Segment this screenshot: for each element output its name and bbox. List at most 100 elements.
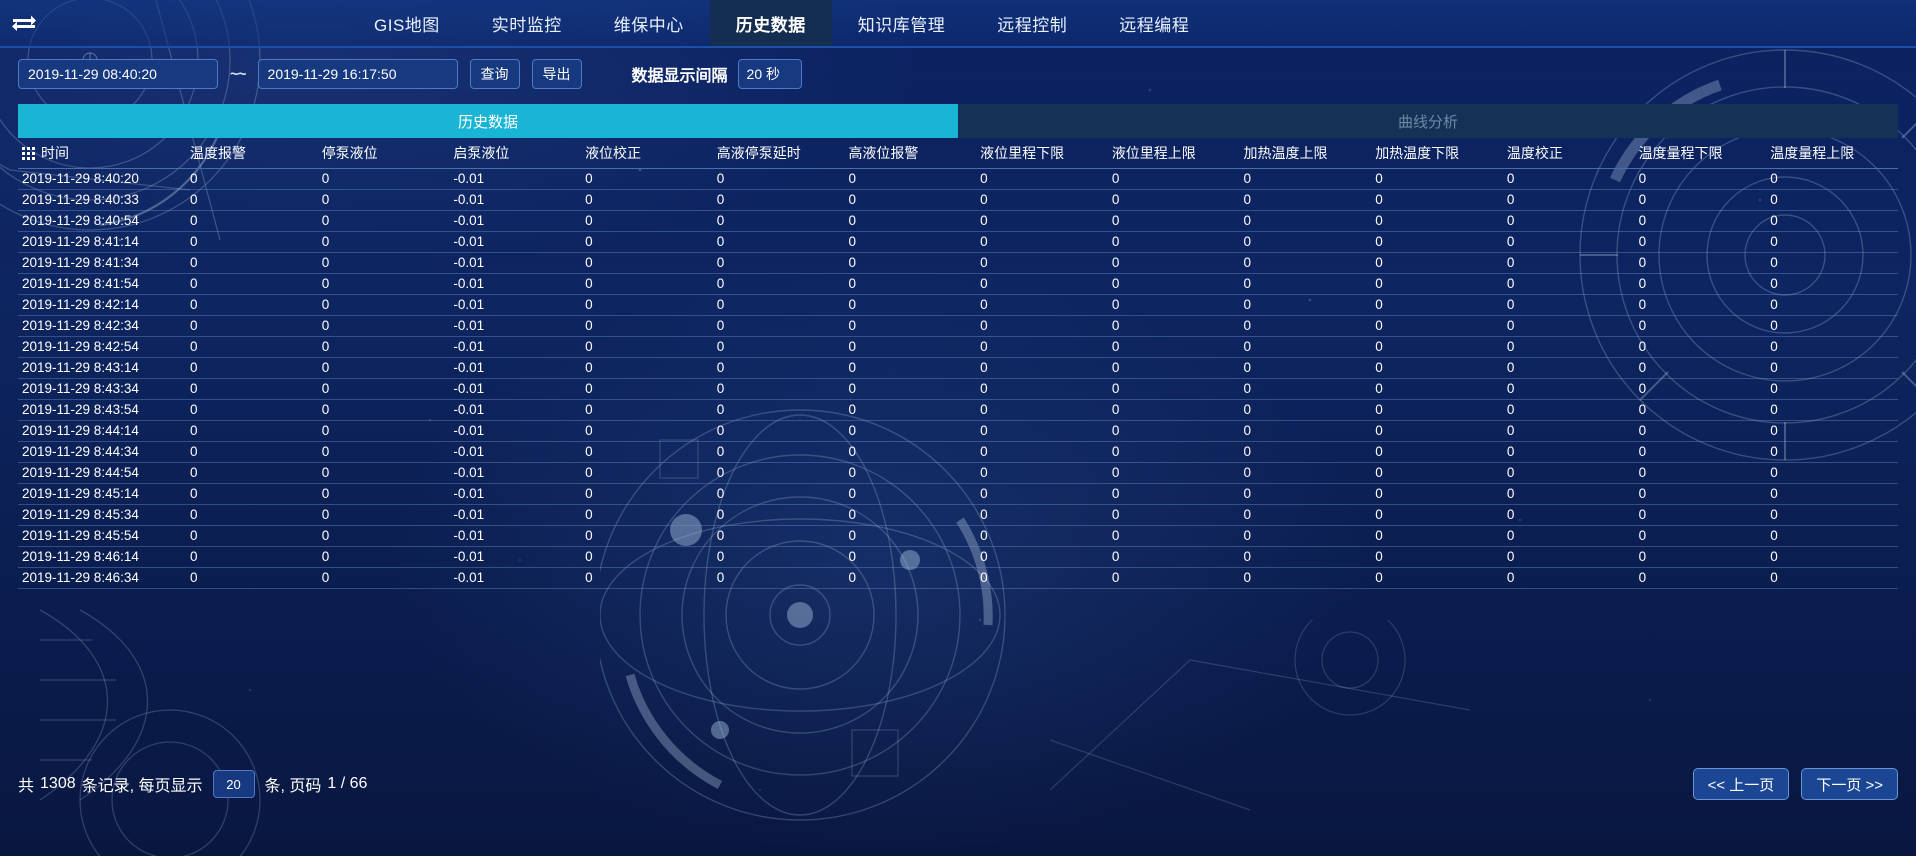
column-header-temp-alarm[interactable]: 温度报警: [186, 138, 318, 169]
table-row[interactable]: 2019-11-29 8:45:14 0 0 -0.01 0 0 0 0 0 0 0 0 0 0: [18, 483, 1898, 505]
table-row[interactable]: 2019-11-29 8:44:34 0 0 -0.01 0 0 0 0 0 0 0 0 0 0: [18, 441, 1898, 463]
cell-value: 0: [1634, 441, 1767, 463]
cell-value: 0: [186, 357, 318, 379]
cell-value: 0: [1371, 231, 1503, 253]
cell-value: 0: [1371, 294, 1503, 316]
column-header-start-pump-level[interactable]: 启泵液位: [449, 138, 582, 169]
table-row[interactable]: 2019-11-29 8:44:14 0 0 -0.01 0 0 0 0 0 0 0 0 0 0: [18, 420, 1898, 442]
cell-value: 0: [1239, 357, 1372, 379]
table-row[interactable]: 2019-11-29 8:40:33 0 0 -0.01 0 0 0 0 0 0 0 0 0 0: [18, 189, 1898, 211]
table-row[interactable]: 2019-11-29 8:43:34 0 0 -0.01 0 0 0 0 0 0 0 0 0 0: [18, 378, 1898, 400]
cell-value: 0: [844, 315, 977, 337]
cell-value: 0: [1239, 210, 1372, 232]
next-page-button[interactable]: 下一页 >>: [1801, 768, 1898, 800]
table-row[interactable]: 2019-11-29 8:41:34 0 0 -0.01 0 0 0 0 0 0 0 0 0 0: [18, 252, 1898, 274]
tab-history-data[interactable]: 历史数据: [18, 104, 958, 138]
cell-value: 0: [581, 189, 713, 211]
table-row[interactable]: 2019-11-29 8:40:20 0 0 -0.01 0 0 0 0 0 0 0 0 0 0: [18, 168, 1898, 190]
cell-time: 2019-11-29 8:45:14: [18, 483, 186, 505]
table-row[interactable]: 2019-11-29 8:46:34 0 0 -0.01 0 0 0 0 0 0 0 0 0 0: [18, 567, 1898, 589]
cell-value: 0: [976, 462, 1108, 484]
end-time-input[interactable]: [257, 59, 458, 89]
tab-curve-analysis[interactable]: 曲线分析: [958, 104, 1898, 138]
cell-value: 0: [1371, 336, 1503, 358]
cell-value: 0: [1107, 462, 1240, 484]
nav-item-remote-programming[interactable]: 远程编程: [1119, 15, 1190, 35]
cell-value: 0: [186, 378, 318, 400]
cell-value: 0: [1239, 504, 1372, 526]
cell-value: 0: [844, 546, 977, 568]
cell-value: 0: [186, 441, 318, 463]
column-header-heating-temp-lower[interactable]: 加热温度下限: [1371, 138, 1503, 169]
history-data-table: 时间 温度报警 停泵液位 启泵液位 液位校正 高液停泵延时 高液位报警 液位里程…: [18, 138, 1898, 589]
table-row[interactable]: 2019-11-29 8:43:54 0 0 -0.01 0 0 0 0 0 0 0 0 0 0: [18, 399, 1898, 421]
table-row[interactable]: 2019-11-29 8:42:54 0 0 -0.01 0 0 0 0 0 0 0 0 0 0: [18, 336, 1898, 358]
table-row[interactable]: 2019-11-29 8:41:14 0 0 -0.01 0 0 0 0 0 0 0 0 0 0: [18, 231, 1898, 253]
export-button[interactable]: 导出: [531, 59, 582, 89]
cell-value: 0: [581, 210, 713, 232]
table-row[interactable]: 2019-11-29 8:40:54 0 0 -0.01 0 0 0 0 0 0 0 0 0 0: [18, 210, 1898, 232]
column-header-level-range-lower[interactable]: 液位里程下限: [976, 138, 1108, 169]
cell-value: 0: [581, 504, 713, 526]
column-header-temp-range-lower[interactable]: 温度量程下限: [1634, 138, 1767, 169]
column-header-stop-pump-level[interactable]: 停泵液位: [317, 138, 450, 169]
table-row[interactable]: 2019-11-29 8:46:14 0 0 -0.01 0 0 0 0 0 0 0 0 0 0: [18, 546, 1898, 568]
cell-value: 0: [844, 210, 977, 232]
cell-value: -0.01: [449, 546, 582, 568]
nav-item-remote-control[interactable]: 远程控制: [997, 15, 1068, 35]
cell-value: 0: [1107, 189, 1240, 211]
page-size-input[interactable]: [212, 770, 255, 798]
table-row[interactable]: 2019-11-29 8:42:34 0 0 -0.01 0 0 0 0 0 0 0 0 0 0: [18, 315, 1898, 337]
cell-value: 0: [712, 483, 845, 505]
cell-value: 0: [1502, 357, 1635, 379]
cell-value: 0: [1371, 441, 1503, 463]
cell-value: 0: [1239, 483, 1372, 505]
column-header-temp-range-upper[interactable]: 温度量程上限: [1766, 138, 1898, 169]
nav-item-gis-map[interactable]: GIS地图: [374, 15, 440, 35]
cell-value: 0: [1634, 462, 1767, 484]
cell-time: 2019-11-29 8:44:34: [18, 441, 186, 463]
nav-item-realtime-monitor[interactable]: 实时监控: [491, 15, 562, 35]
query-button[interactable]: 查询: [469, 59, 520, 89]
nav-item-history-data[interactable]: 历史数据: [709, 0, 832, 46]
cell-value: 0: [976, 273, 1108, 295]
nav-item-maintenance-center[interactable]: 维保中心: [613, 15, 684, 35]
previous-page-button[interactable]: << 上一页: [1692, 768, 1790, 800]
nav-left-spacer: [48, 0, 348, 46]
cell-value: 0: [581, 336, 713, 358]
cell-value: 0: [1107, 399, 1240, 421]
column-header-temp-calibration[interactable]: 温度校正: [1502, 138, 1635, 169]
cell-value: 0: [1766, 399, 1898, 421]
cell-value: 0: [1766, 189, 1898, 211]
column-header-heating-temp-upper[interactable]: 加热温度上限: [1239, 138, 1372, 169]
column-header-level-calibration[interactable]: 液位校正: [581, 138, 713, 169]
table-row[interactable]: 2019-11-29 8:45:54 0 0 -0.01 0 0 0 0 0 0 0 0 0 0: [18, 525, 1898, 547]
cell-value: 0: [976, 378, 1108, 400]
cell-time: 2019-11-29 8:42:54: [18, 336, 186, 358]
cell-value: -0.01: [449, 273, 582, 295]
display-interval-input[interactable]: [737, 59, 802, 89]
cell-value: 0: [186, 399, 318, 421]
cell-value: 0: [581, 567, 713, 589]
cell-value: 0: [186, 336, 318, 358]
cell-value: 0: [1371, 168, 1503, 190]
column-header-time[interactable]: 时间: [18, 138, 186, 169]
start-time-input[interactable]: [18, 59, 218, 89]
nav-item-knowledge-base[interactable]: 知识库管理: [857, 15, 946, 35]
table-row[interactable]: 2019-11-29 8:42:14 0 0 -0.01 0 0 0 0 0 0 0 0 0 0: [18, 294, 1898, 316]
cell-value: 0: [1371, 504, 1503, 526]
cell-value: 0: [1634, 252, 1767, 274]
cell-value: 0: [712, 210, 845, 232]
table-row[interactable]: 2019-11-29 8:45:34 0 0 -0.01 0 0 0 0 0 0 0 0 0 0: [18, 504, 1898, 526]
table-row[interactable]: 2019-11-29 8:41:54 0 0 -0.01 0 0 0 0 0 0 0 0 0 0: [18, 273, 1898, 295]
column-header-high-level-stop-delay[interactable]: 高液停泵延时: [712, 138, 845, 169]
column-header-high-level-alarm[interactable]: 高液位报警: [844, 138, 977, 169]
column-header-level-range-upper[interactable]: 液位里程上限: [1107, 138, 1240, 169]
cell-value: 0: [1239, 315, 1372, 337]
cell-value: 0: [1371, 567, 1503, 589]
cell-value: 0: [186, 504, 318, 526]
table-row[interactable]: 2019-11-29 8:43:14 0 0 -0.01 0 0 0 0 0 0 0 0 0 0: [18, 357, 1898, 379]
cell-value: 0: [1371, 462, 1503, 484]
table-row[interactable]: 2019-11-29 8:44:54 0 0 -0.01 0 0 0 0 0 0 0 0 0 0: [18, 462, 1898, 484]
swap-arrows-icon[interactable]: [0, 0, 48, 46]
